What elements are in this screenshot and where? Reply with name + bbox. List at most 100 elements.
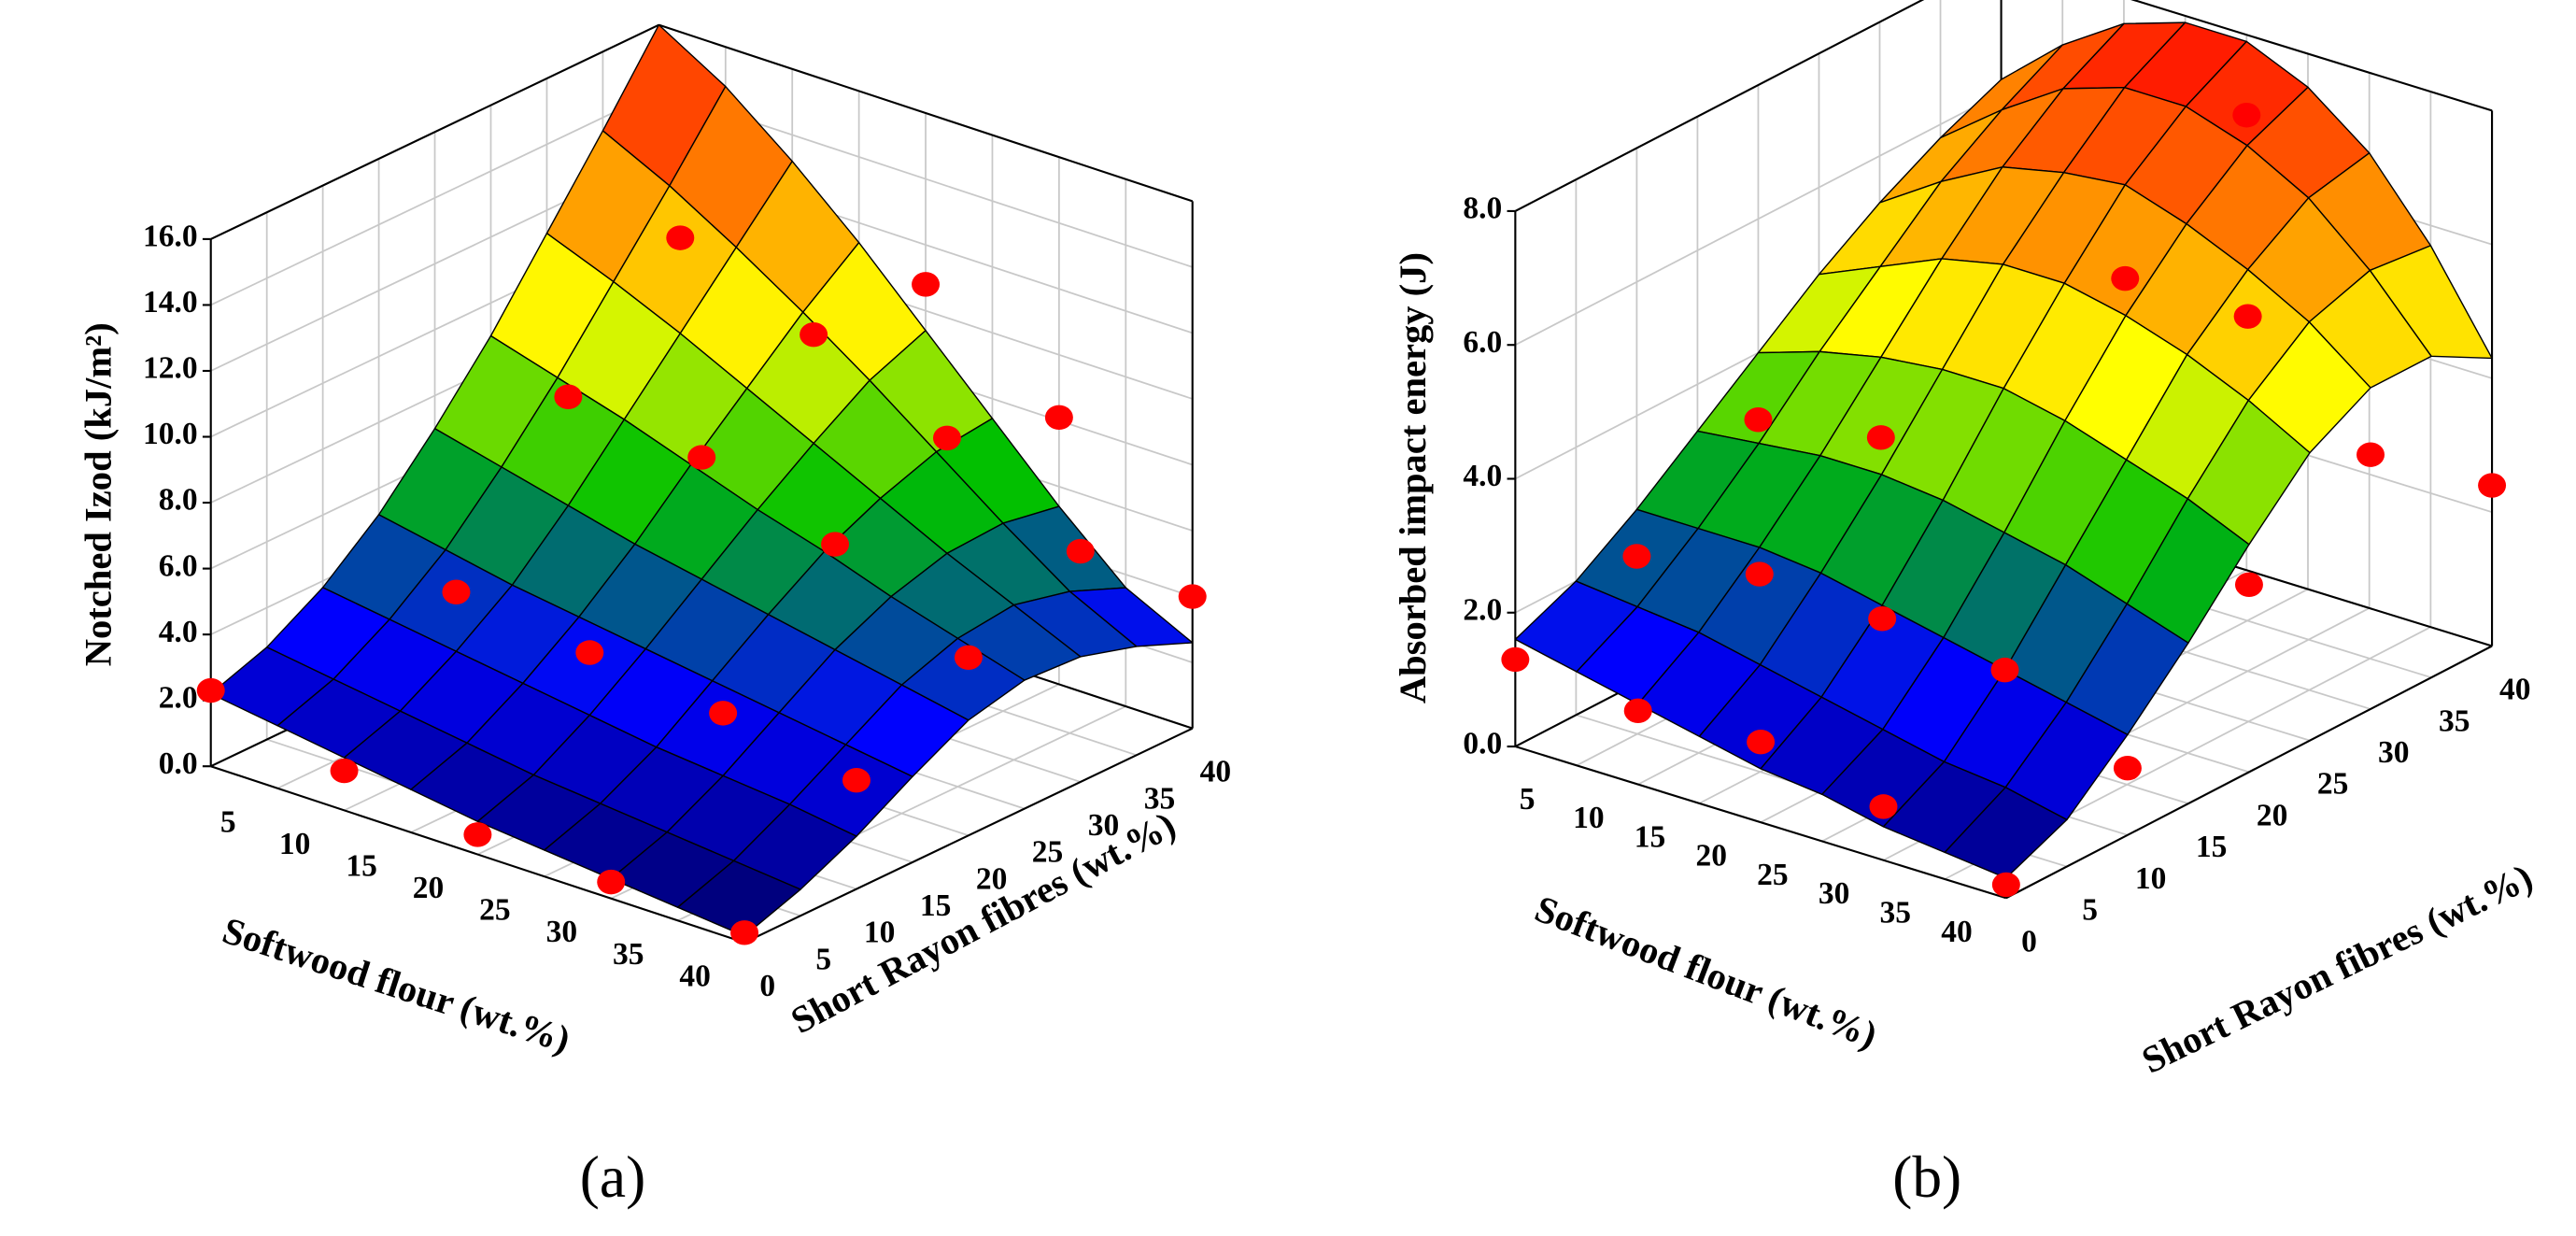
data-point: [2111, 265, 2140, 291]
z-axis-title: Notched Izod (kJ/m²): [78, 322, 120, 666]
data-point: [932, 425, 961, 451]
data-point: [1745, 561, 1774, 587]
data-point: [1991, 872, 2020, 898]
data-point: [709, 701, 738, 726]
axis-edge: [2005, 645, 2493, 900]
y-tick-label: 20: [2257, 798, 2288, 832]
z-tick-label: 6.0: [159, 548, 198, 583]
x-tick-label: 20: [1695, 839, 1726, 874]
data-point: [1866, 425, 1895, 450]
data-point: [2357, 442, 2385, 467]
axis-edge: [658, 23, 1194, 203]
data-point: [1868, 606, 1897, 632]
y-tick-label: 35: [2439, 703, 2470, 738]
z-tick-label: 4.0: [1463, 459, 1502, 493]
y-tick-label: 5: [2082, 893, 2098, 928]
y-tick-label: 10: [864, 916, 895, 950]
data-point: [1869, 794, 1898, 819]
y-tick-label: 40: [2499, 673, 2531, 707]
z-tick-label: 16.0: [143, 220, 198, 254]
y-tick-label: 20: [976, 861, 1008, 896]
data-point: [954, 645, 983, 671]
x-tick-label: 30: [1819, 876, 1849, 911]
x-tick-label: 10: [1573, 801, 1605, 835]
y-tick-label: 25: [2317, 767, 2349, 802]
y-tick-label: 40: [1200, 755, 1231, 789]
data-point: [575, 640, 604, 665]
x-tick-label: 15: [346, 848, 377, 883]
y-tick-label: 15: [920, 888, 951, 923]
x-tick-label: 15: [1635, 819, 1665, 854]
data-point: [1066, 538, 1095, 564]
axis-edge: [2130, 0, 2493, 112]
x-tick-label: 35: [613, 937, 644, 972]
data-point: [2233, 304, 2262, 329]
z-tick-label: 10.0: [143, 417, 198, 451]
axis-edge: [743, 727, 1194, 944]
z-tick-label: 2.0: [159, 680, 198, 715]
x-tick-label: 10: [279, 827, 311, 861]
z-tick-label: 0.0: [1463, 727, 1502, 761]
data-point: [1501, 646, 1530, 673]
x-tick-label: 35: [1880, 895, 1911, 930]
z-tick-label: 14.0: [143, 285, 198, 320]
x-tick-label: 5: [1520, 782, 1536, 817]
z-tick-label: 8.0: [159, 483, 198, 518]
y-tick-label: 30: [1088, 808, 1119, 843]
axis-edge: [210, 23, 659, 240]
x-tick-label: 20: [413, 871, 444, 905]
x-tick-label: 25: [479, 893, 511, 928]
y-tick-label: 0: [759, 969, 775, 1003]
y-tick-label: 30: [2378, 735, 2410, 770]
y-tick-label: 25: [1032, 835, 1064, 870]
y-tick-label: 15: [2196, 830, 2228, 864]
z-tick-label: 8.0: [1463, 192, 1502, 226]
y-tick-label: 10: [2135, 861, 2167, 896]
data-point: [1623, 698, 1652, 724]
data-point: [2232, 102, 2261, 128]
data-point: [597, 869, 626, 895]
data-point: [1044, 405, 1073, 431]
data-point: [1178, 584, 1207, 609]
y-tick-label: 5: [815, 942, 831, 976]
data-point: [687, 445, 716, 470]
axis-edge: [1515, 746, 2007, 900]
x-tick-label: 40: [1941, 915, 1973, 949]
data-point: [2478, 473, 2507, 498]
data-point: [463, 822, 492, 847]
data-point: [1744, 407, 1773, 433]
data-point: [442, 579, 471, 604]
data-point: [912, 272, 941, 297]
data-point: [1622, 544, 1651, 569]
x-tick-label: 40: [679, 959, 711, 993]
data-point: [2113, 755, 2142, 781]
data-point: [842, 767, 870, 793]
surface-patch: [676, 860, 801, 937]
y-tick-label: 0: [2021, 924, 2037, 959]
x-tick-label: 30: [546, 915, 578, 949]
z-tick-label: 0.0: [159, 746, 198, 781]
y-tick-label: 35: [1144, 781, 1175, 816]
data-point: [666, 225, 695, 250]
x-tick-label: 5: [220, 804, 236, 839]
z-tick-label: 2.0: [1463, 592, 1502, 627]
panel-label: (b): [1892, 1144, 1961, 1210]
data-point: [554, 384, 583, 409]
panel-label: (a): [580, 1144, 645, 1210]
x-tick-label: 25: [1757, 858, 1789, 892]
data-point: [821, 532, 850, 557]
axis-edge: [210, 765, 745, 944]
data-point: [730, 920, 759, 945]
data-point: [2234, 572, 2263, 598]
data-point: [330, 758, 359, 784]
data-point: [800, 321, 828, 348]
x-axis-title: Softwood flour (wt.%): [218, 909, 575, 1061]
y-axis-title: Short Rayon fibres (wt.%): [2135, 856, 2539, 1082]
data-point: [1747, 729, 1776, 755]
z-axis-title: Absorbed impact energy (J): [1392, 252, 1434, 703]
data-point: [1990, 657, 2019, 683]
z-tick-label: 12.0: [143, 351, 198, 386]
x-axis-title: Softwood flour (wt.%): [1530, 888, 1883, 1057]
surface-patch: [1944, 787, 2068, 879]
